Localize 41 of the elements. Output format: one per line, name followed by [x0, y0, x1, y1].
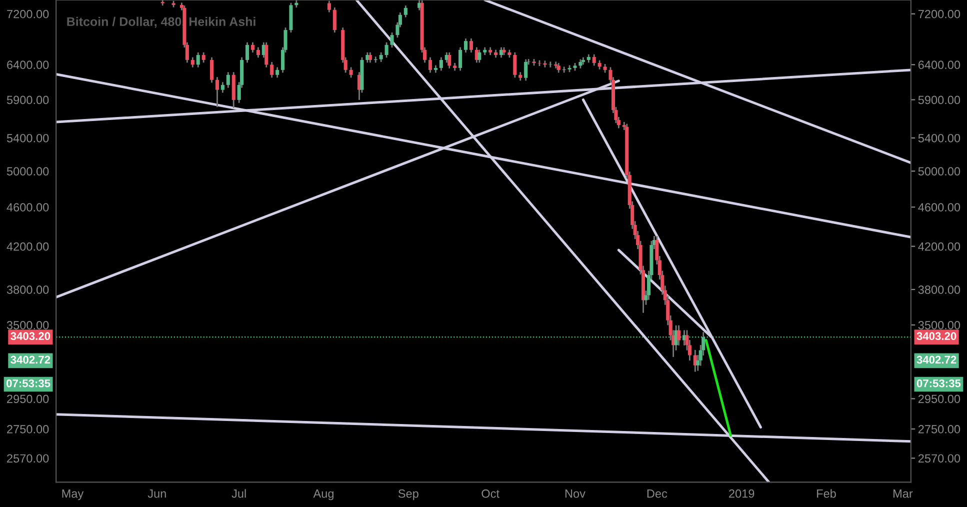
text: 3403.20 — [10, 332, 50, 340]
text: 4600.00 — [918, 203, 960, 212]
x-tick-label: Oct — [482, 489, 500, 498]
x-tick-label: Jun — [148, 490, 166, 498]
text: 3800.00 — [918, 286, 960, 294]
y-tick-label: 5000.00 — [6, 167, 49, 176]
x-tick-label: May — [62, 490, 84, 500]
text: 3402.72 — [916, 356, 956, 364]
y-tick-label: 5400.00 — [6, 134, 49, 142]
text: 7200.00 — [918, 10, 960, 18]
y-tick-label: 7200.00 — [7, 10, 49, 18]
y-tick-label: 6400.00 — [7, 60, 49, 70]
text: 6400.00 — [918, 60, 960, 70]
x-tick-label: Mar — [894, 490, 913, 498]
x-tick-label: Nov — [565, 490, 586, 498]
y-tick-label: 4200.00 — [6, 242, 49, 251]
text: 07:53:35 — [6, 379, 50, 388]
text: 3402.72 — [10, 356, 50, 364]
y-tick-label: 2570.00 — [7, 454, 49, 463]
y-tick-label: 2750.00 — [7, 425, 49, 434]
y-tick-label: 3800.00 — [6, 286, 49, 294]
text: 5400.00 — [918, 134, 960, 142]
text: 5900.00 — [918, 96, 960, 104]
text: 5000.00 — [918, 167, 960, 176]
text: 07:53:35 — [916, 379, 961, 388]
text: 3500.00 — [918, 320, 960, 330]
x-tick-label: Sep — [398, 489, 418, 500]
text: 2750.00 — [918, 425, 960, 434]
y-tick-label: 2950.00 — [7, 394, 49, 404]
y-tick-label: 3500.00 — [6, 320, 49, 330]
x-tick-label: Feb — [817, 489, 836, 498]
ref-line-label: 3403.20 — [916, 332, 956, 340]
text: 2570.00 — [918, 454, 960, 463]
x-tick-label: Aug — [313, 490, 334, 500]
text: 2950.00 — [918, 394, 960, 404]
y-tick-label: 5900.00 — [6, 96, 49, 104]
x-tick-label: 2019 — [729, 489, 754, 498]
text: 4200.00 — [918, 242, 960, 251]
x-tick-label: Jul — [232, 489, 246, 498]
y-tick-label: 4600.00 — [6, 203, 49, 212]
x-tick-label: Dec — [647, 490, 668, 498]
